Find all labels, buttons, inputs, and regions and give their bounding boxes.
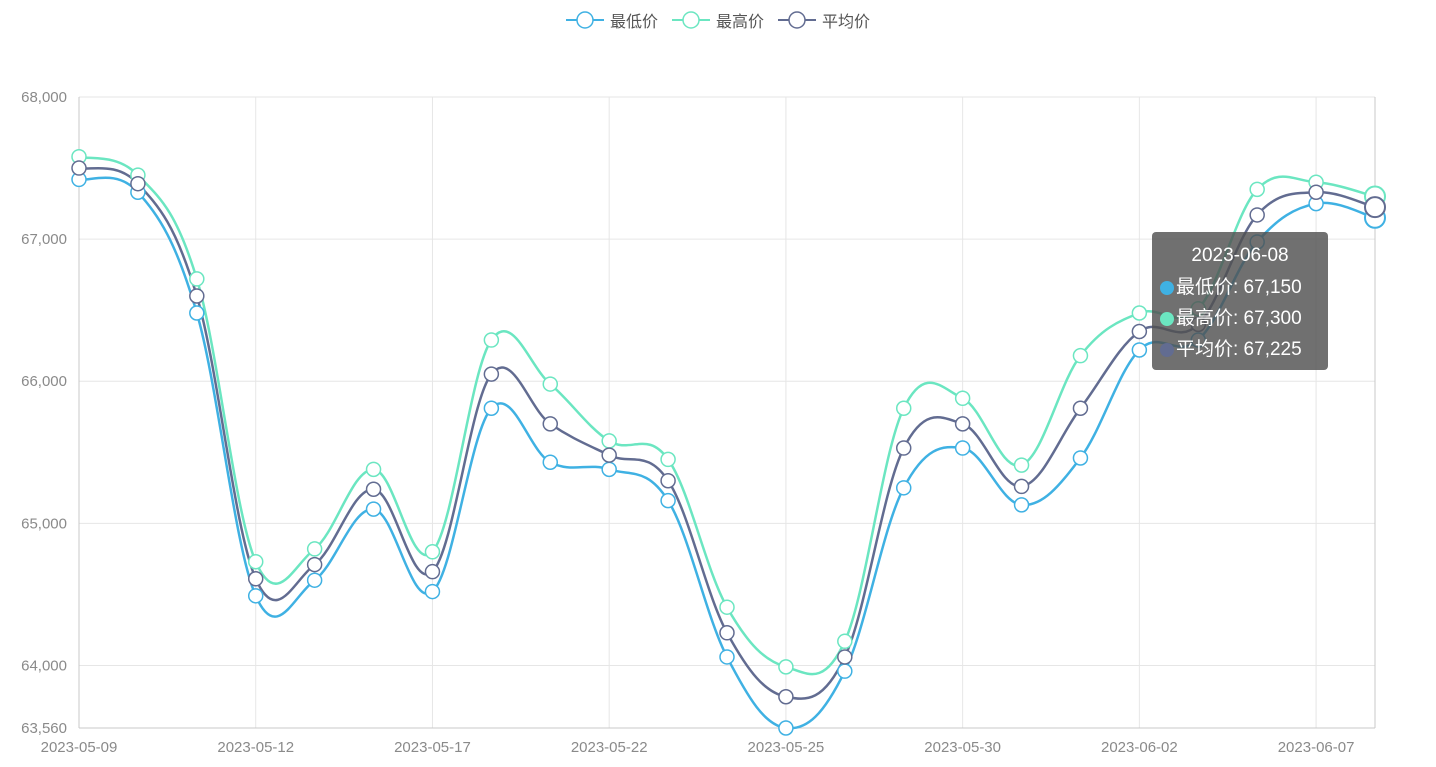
- data-point-s1-7: [483, 332, 500, 348]
- data-point-s1-13: [837, 633, 853, 650]
- x-tick-label: 2023-05-09: [41, 739, 118, 756]
- legend-label-max: 最高价: [715, 14, 764, 31]
- data-point-s0-9: [601, 461, 617, 478]
- data-point-s1-2: [189, 271, 205, 287]
- legend-marker-min-icon: [565, 11, 604, 29]
- data-point-s2-20: [1249, 207, 1265, 223]
- data-point-s1-6: [424, 544, 441, 560]
- series-line-2: [78, 166, 1376, 700]
- x-tick-label: 2023-05-22: [571, 739, 648, 756]
- data-point-s0-16: [1013, 497, 1030, 513]
- data-point-s2-1: [130, 175, 146, 192]
- tooltip-dot-max-icon: [1160, 311, 1174, 326]
- data-point-s2-6: [424, 563, 441, 580]
- tooltip-value-max: 最高价: 67,300: [1176, 308, 1302, 329]
- tooltip-title: 2023-06-08: [1191, 245, 1289, 266]
- tooltip-row-min: 最低价: 67,150: [1160, 272, 1320, 303]
- y-tick-label: 65,000: [21, 515, 67, 532]
- x-tick-label: 2023-06-07: [1278, 739, 1355, 756]
- data-point-s2-11: [719, 625, 735, 641]
- legend-item-avg[interactable]: 平均价: [778, 8, 870, 32]
- legend-item-min[interactable]: 最低价: [565, 8, 658, 32]
- tooltip-dot-min-icon: [1160, 280, 1174, 295]
- x-tick-label: 2023-05-12: [217, 739, 294, 756]
- x-tick-label: 2023-05-25: [748, 739, 825, 756]
- data-point-s2-4: [306, 556, 323, 573]
- data-point-s1-11: [719, 599, 735, 615]
- legend-item-max[interactable]: 最高价: [671, 8, 764, 32]
- y-tick-label: 63,560: [21, 720, 67, 737]
- tooltip-value-avg: 平均价: 67,225: [1176, 339, 1302, 360]
- data-point-s0-14: [895, 480, 912, 496]
- data-point-s2-18: [1131, 323, 1148, 340]
- data-point-s0-18: [1131, 342, 1148, 358]
- tooltip-dot-avg-icon: [1160, 342, 1174, 357]
- data-point-s1-20: [1249, 181, 1265, 198]
- data-point-s1-17: [1072, 347, 1089, 364]
- data-point-s2-15: [954, 416, 971, 432]
- data-point-s1-9: [601, 433, 617, 449]
- data-point-s1-18: [1131, 305, 1148, 321]
- data-point-s0-7: [483, 400, 500, 416]
- data-point-s0-12: [778, 720, 794, 736]
- data-point-s2-17: [1072, 400, 1089, 416]
- legend: 最低价 最高价 平均价: [0, 8, 1436, 32]
- series-line-0: [78, 176, 1376, 730]
- data-point-s2-9: [601, 447, 617, 463]
- data-point-s0-13: [837, 663, 853, 679]
- x-tick-label: 2023-05-30: [924, 739, 1001, 756]
- data-point-s0-15: [954, 440, 971, 456]
- series-line-1: [78, 155, 1376, 676]
- data-point-s2-2: [189, 288, 205, 304]
- tooltip-row-max: 最高价: 67,300: [1160, 303, 1320, 334]
- data-point-s2-13: [837, 649, 853, 665]
- tooltip: 2023-06-08 最低价: 67,150 最高价: 67,300 平均价: …: [1152, 232, 1328, 370]
- data-point-s2-12: [778, 688, 794, 705]
- data-point-s0-3: [247, 588, 264, 604]
- data-point-s2-16: [1013, 478, 1030, 495]
- data-point-s0-4: [306, 572, 323, 588]
- data-point-s2-0: [71, 160, 87, 176]
- tooltip-row-avg: 平均价: 67,225: [1160, 334, 1320, 365]
- data-point-s0-5: [365, 501, 382, 517]
- data-point-s1-16: [1013, 457, 1030, 473]
- data-point-s1-4: [306, 541, 323, 557]
- data-point-s0-6: [424, 583, 441, 600]
- tooltip-value-min: 最低价: 67,150: [1176, 277, 1302, 298]
- data-point-s2-8: [542, 416, 559, 432]
- data-point-s1-15: [954, 390, 971, 407]
- x-tick-label: 2023-06-02: [1101, 739, 1178, 756]
- data-point-s0-17: [1072, 450, 1089, 466]
- data-point-s1-5: [365, 461, 382, 478]
- data-point-s1-12: [778, 659, 794, 675]
- legend-label-avg: 平均价: [822, 14, 871, 31]
- data-point-s2-14: [895, 440, 912, 456]
- data-point-s1-10: [660, 451, 676, 468]
- data-point-s2-5: [365, 481, 382, 497]
- y-tick-label: 68,000: [21, 89, 67, 106]
- data-point-s0-10: [660, 492, 676, 509]
- legend-marker-max-icon: [671, 11, 710, 29]
- data-point-s0-8: [542, 454, 559, 470]
- x-tick-label: 2023-05-17: [394, 739, 471, 756]
- data-point-s2-10: [660, 472, 676, 489]
- data-point-s2-7: [483, 366, 500, 382]
- y-tick-label: 66,000: [21, 373, 67, 390]
- y-tick-label: 64,000: [21, 657, 67, 674]
- data-point-s2-22: [1364, 196, 1386, 219]
- data-point-s1-14: [895, 400, 912, 416]
- data-point-s1-8: [542, 376, 559, 392]
- y-tick-label: 67,000: [21, 231, 67, 248]
- data-point-s2-3: [247, 571, 264, 587]
- data-point-s0-2: [189, 305, 205, 321]
- data-point-s0-11: [719, 649, 735, 665]
- legend-label-min: 最低价: [609, 14, 658, 31]
- legend-marker-avg-icon: [778, 11, 816, 29]
- data-point-s1-3: [247, 553, 264, 570]
- data-point-s2-21: [1308, 184, 1324, 200]
